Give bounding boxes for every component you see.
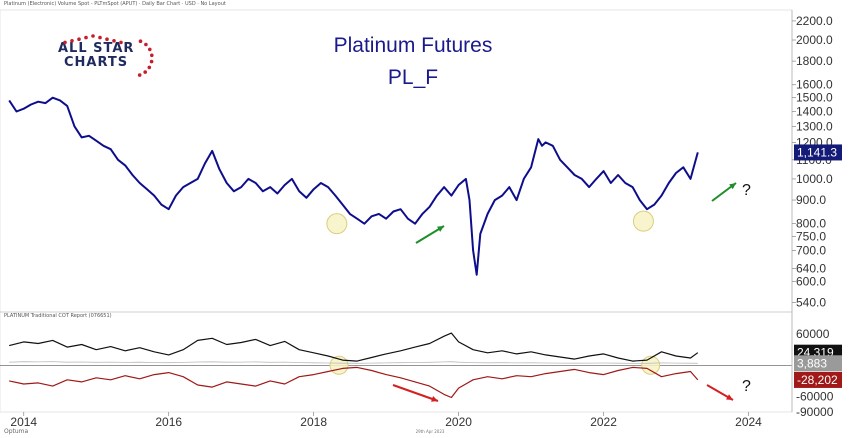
question-mark-upper: ? <box>742 182 751 199</box>
price-tick-label: 1400.0 <box>796 104 833 118</box>
price-tick-label: 700.0 <box>796 243 826 257</box>
logo-star <box>77 37 81 41</box>
chart-info-header: Platinum (Electronic) Volume Spot - PLTm… <box>4 1 226 7</box>
cot-other-line <box>9 361 698 364</box>
x-tick-label: 2020 <box>445 415 472 429</box>
price-line <box>8 96 699 276</box>
up-arrow-2023-head <box>729 183 736 190</box>
chart-title: Platinum Futures <box>333 34 493 57</box>
highlight-circle <box>641 355 661 375</box>
cot-commercials-last-label: -28,202 <box>797 373 838 387</box>
x-tick-label: 2022 <box>590 415 617 429</box>
price-tick-label: 750.0 <box>796 230 826 244</box>
indicator-header: PLATINUM Traditional COT Report (076651) <box>4 313 112 319</box>
logo-star <box>138 39 143 43</box>
cot-other-last-label-bg <box>794 355 842 372</box>
x-tick-label: 2014 <box>10 415 37 429</box>
down-arrow-2023-head <box>726 394 733 400</box>
logo-star <box>91 34 95 38</box>
logo-star <box>147 65 152 70</box>
price-last-label-bg <box>794 144 842 161</box>
highlight-circle <box>632 210 654 232</box>
cot-tick-label: -60000 <box>796 389 834 403</box>
logo-star <box>70 39 74 43</box>
cot-speculators-line <box>9 332 699 362</box>
price-tick-label: 640.0 <box>796 261 826 275</box>
logo-line2: CHARTS <box>64 55 129 70</box>
price-tick-label: 600.0 <box>796 274 826 288</box>
price-tick-label: 540.0 <box>796 295 826 309</box>
price-tick-label: 900.0 <box>796 193 826 207</box>
cot-tick-label: -90000 <box>796 405 834 419</box>
logo-star <box>84 35 88 40</box>
price-tick-label: 1000.0 <box>796 172 833 186</box>
series-layer <box>8 96 699 399</box>
logo-star <box>98 35 102 40</box>
date-stamp: 29th Apr 2023 <box>415 429 445 434</box>
cot-other-last-label: 3,883 <box>797 356 827 370</box>
up-arrow-2019-head <box>437 226 444 232</box>
question-mark-lower: ? <box>742 378 751 395</box>
logo-line1: ALL STAR <box>58 41 135 56</box>
x-tick-label: 2018 <box>300 415 327 429</box>
logo-star <box>144 42 148 47</box>
x-tick-label: 2016 <box>155 415 182 429</box>
logo-star <box>143 70 147 74</box>
all-star-charts-logo: ALL STAR CHARTS <box>58 42 134 70</box>
axes-layer: 2200.0 2000.0 1800.0 1600.01500.01400.01300… <box>10 10 842 429</box>
logo-star <box>112 39 116 43</box>
down-arrow-2019-head <box>431 396 438 402</box>
brand-label: Optuma <box>4 428 29 435</box>
chart-symbol: PL_F <box>387 66 439 89</box>
chart-decor <box>63 34 737 402</box>
cot-tick-label: 60000 <box>796 327 830 341</box>
logo-star <box>63 40 67 45</box>
logo-star <box>150 53 154 58</box>
price-tick-label: 1500.0 <box>796 91 833 105</box>
logo-star <box>137 73 142 77</box>
price-tick-label: 1600.0 <box>796 78 833 92</box>
price-tick-label: 1300.0 <box>796 119 833 133</box>
price-tick-label: 2200.0 <box>796 14 833 28</box>
price-tick-label: 2000.0 <box>796 33 833 47</box>
price-tick-label: 800.0 <box>796 217 826 231</box>
price-last-label: 1,141.3 <box>797 145 837 159</box>
logo-star <box>119 40 123 45</box>
logo-star <box>105 37 109 41</box>
cot-commercials-line <box>9 366 699 399</box>
logo-star <box>148 47 152 52</box>
price-tick-label: 1800.0 <box>796 54 833 68</box>
x-tick-label: 2024 <box>735 415 762 429</box>
down-arrow-2019 <box>392 384 439 402</box>
highlight-circle <box>326 213 348 235</box>
cot-commercials-last-label-bg <box>794 371 842 388</box>
logo-star <box>149 59 154 64</box>
